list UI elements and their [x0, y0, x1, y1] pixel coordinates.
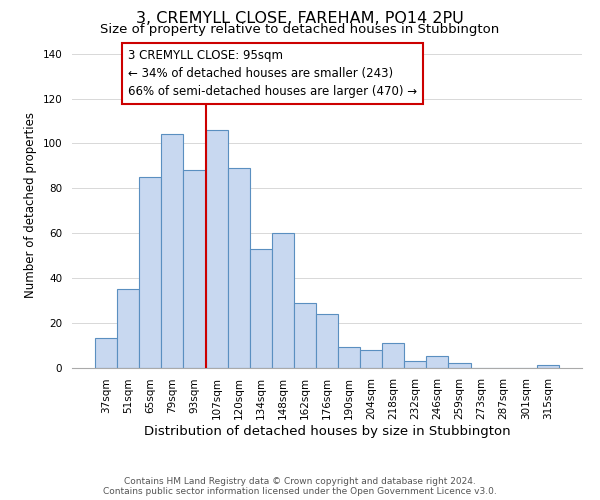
Bar [316, 314, 338, 368]
X-axis label: Distribution of detached houses by size in Stubbington: Distribution of detached houses by size … [143, 425, 511, 438]
Text: Contains HM Land Registry data © Crown copyright and database right 2024.
Contai: Contains HM Land Registry data © Crown c… [103, 476, 497, 496]
Bar [360, 350, 382, 368]
Bar [272, 233, 294, 368]
Text: Size of property relative to detached houses in Stubbington: Size of property relative to detached ho… [100, 24, 500, 36]
Y-axis label: Number of detached properties: Number of detached properties [24, 112, 37, 298]
Bar [382, 343, 404, 367]
Bar [227, 168, 250, 368]
Bar [294, 302, 316, 368]
Bar [184, 170, 206, 368]
Bar [161, 134, 184, 368]
Bar [404, 361, 427, 368]
Bar [448, 363, 470, 368]
Bar [117, 289, 139, 368]
Bar [338, 348, 360, 368]
Bar [95, 338, 117, 368]
Text: 3, CREMYLL CLOSE, FAREHAM, PO14 2PU: 3, CREMYLL CLOSE, FAREHAM, PO14 2PU [136, 11, 464, 26]
Bar [206, 130, 227, 368]
Bar [250, 248, 272, 368]
Text: 3 CREMYLL CLOSE: 95sqm
← 34% of detached houses are smaller (243)
66% of semi-de: 3 CREMYLL CLOSE: 95sqm ← 34% of detached… [128, 49, 418, 98]
Bar [139, 177, 161, 368]
Bar [537, 366, 559, 368]
Bar [427, 356, 448, 368]
